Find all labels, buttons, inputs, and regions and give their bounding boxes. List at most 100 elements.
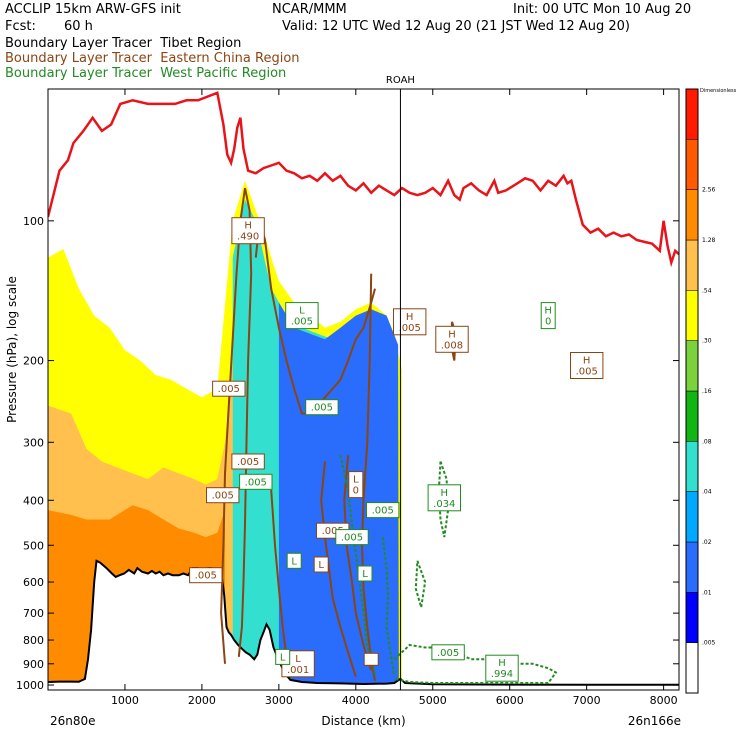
label-box-frame [239, 473, 273, 490]
x-axis-label: Distance (km) [321, 714, 405, 728]
label-box-letter: L [280, 652, 286, 663]
y-tick-label: 500 [23, 539, 44, 552]
contour-10 [393, 643, 558, 684]
label-box-value: .008 [441, 340, 463, 351]
label-box-frame [540, 302, 556, 330]
label-box: H.994 [485, 654, 519, 682]
label-box-value: .005 [437, 648, 459, 659]
label-box-frame [570, 352, 604, 379]
y-tick-label: 800 [23, 634, 44, 647]
colorbar-label: .02 [702, 539, 712, 546]
contour-8 [381, 536, 396, 677]
label-box-value: .490 [237, 232, 259, 243]
colorbar-segment [685, 541, 699, 593]
label-box: L [275, 648, 291, 665]
label-box-value: .005 [237, 457, 259, 468]
x-tick-label: 5000 [419, 694, 447, 707]
label-box: H.490 [231, 217, 265, 245]
colorbar-title: Dimensionless [700, 88, 737, 94]
header-fcst-label: Fcst: [5, 19, 36, 34]
label-box-frame [393, 308, 427, 336]
colorbar-segment [685, 239, 699, 291]
label-box: .005 [335, 529, 369, 546]
label-box: H.005 [570, 352, 604, 379]
colorbar-segment [685, 340, 699, 392]
legend-item-name: Boundary Layer Tracer [5, 66, 152, 81]
label-box: .005 [206, 487, 240, 504]
label-box-letter: L [362, 569, 368, 580]
label-box-letter: H [244, 221, 252, 232]
terrain-fill [48, 560, 679, 690]
label-box-value: .005 [322, 526, 344, 537]
label-box-frame [485, 654, 519, 682]
label-box-frame [431, 644, 465, 661]
label-box: .005 [305, 399, 339, 416]
colorbar-label: .04 [702, 489, 712, 496]
label-box-frame [285, 302, 319, 330]
label-box-letter: H [544, 306, 552, 317]
label-box-frame [231, 453, 265, 470]
label-box-value: .005 [212, 491, 234, 502]
label-box-frame [275, 648, 291, 665]
legend-item-tibet: Boundary Layer Tracer Tibet Region [5, 36, 241, 51]
label-box-value: .005 [218, 384, 240, 395]
label-box-frame [286, 552, 302, 569]
label-box-value: .001 [287, 665, 309, 676]
contour-9 [437, 461, 450, 538]
colorbar-label: .54 [702, 287, 712, 294]
label-box-value: .005 [195, 571, 217, 582]
tracer-band-4 [278, 302, 399, 690]
label-box [363, 652, 379, 666]
legend-item-west-pacific: Boundary Layer Tracer West Pacific Regio… [5, 66, 286, 81]
label-box-value: .005 [291, 317, 313, 328]
label-box-value: .005 [341, 533, 363, 544]
label-box: .005 [239, 473, 273, 490]
y-tick-label: 300 [23, 436, 44, 449]
label-box: .005 [431, 644, 465, 661]
colorbar: .005 .01 .02 .04 .08 .16 .30 .54 1.28 2.56 Dimensi… [685, 88, 737, 694]
y-tick-label: 1000 [16, 679, 44, 692]
tropopause-line [48, 91, 679, 268]
label-box: L0 [348, 471, 364, 499]
label-box: H.005 [393, 308, 427, 336]
label-box-frame [305, 399, 339, 416]
header-model: ACCLIP 15km ARW-GFS init [5, 2, 181, 17]
label-box-letter: H [498, 658, 506, 669]
label-box-frame [212, 380, 246, 397]
label-box-frame [363, 652, 379, 666]
label-box-letter: H [441, 488, 449, 499]
label-box-frame [189, 567, 223, 584]
label-box-frame [435, 325, 469, 353]
label-box: .005 [231, 453, 265, 470]
label-box-frame [231, 217, 265, 245]
label-box-frame [357, 565, 373, 582]
label-box: L [357, 565, 373, 582]
y-tick-label: 600 [23, 576, 44, 589]
colorbar-label: .01 [702, 589, 712, 596]
colorbar-label: 1.28 [702, 237, 716, 244]
header-init: Init: 00 UTC Mon 10 Aug 20 [513, 2, 692, 17]
label-box: H0 [540, 302, 556, 330]
contour-2 [320, 461, 357, 678]
label-box-frame [206, 487, 240, 504]
colorbar-label: 2.56 [702, 187, 716, 194]
y-tick-label: 400 [23, 494, 44, 507]
contour-3 [343, 455, 373, 671]
label-box-letter: H [406, 312, 414, 323]
label-box: L [286, 552, 302, 569]
colorbar-label: .16 [702, 388, 712, 395]
plot-overlay: H.490L.005H.008H0H.005.005.005H.005.005.… [48, 91, 679, 686]
x-tick-label: 4000 [342, 694, 370, 707]
x-tick-label: 1000 [111, 694, 139, 707]
label-box-value: .005 [245, 477, 267, 488]
colorbar-segment [685, 441, 699, 492]
x-tick-label: 2000 [188, 694, 216, 707]
label-box-letter: L [295, 654, 301, 665]
label-box-frame [313, 556, 329, 573]
colorbar-frame [685, 88, 699, 694]
colorbar-segment [685, 290, 699, 341]
header-valid: Valid: 12 UTC Wed 12 Aug 20 (21 JST Wed … [282, 19, 630, 34]
colorbar-segment [685, 592, 699, 643]
